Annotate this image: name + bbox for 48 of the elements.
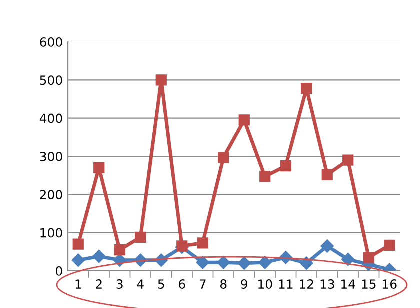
point	[280, 160, 292, 172]
y-tick-label: 200	[40, 190, 62, 200]
x-tick-label: 2	[96, 280, 102, 289]
y-tick-label: 100	[40, 228, 62, 238]
point	[260, 171, 271, 182]
point	[238, 256, 251, 270]
x-tick-label: 4	[137, 280, 144, 289]
point	[301, 83, 312, 94]
x-tick-label: 9	[241, 280, 248, 290]
y-tick-label: 600	[40, 37, 62, 47]
y-tick-label: 400	[40, 114, 62, 124]
x-tick-label: 3	[116, 280, 123, 290]
point	[217, 256, 230, 270]
point	[156, 74, 167, 86]
y-tick-label: 0	[56, 266, 62, 276]
point	[363, 252, 374, 264]
x-tick-label: 5	[158, 280, 164, 290]
point	[300, 256, 314, 270]
y-tick-label: 500	[40, 76, 62, 86]
point	[196, 256, 210, 270]
x-tick-label: 16	[383, 280, 397, 290]
point	[322, 169, 333, 180]
point	[320, 240, 334, 253]
x-tick-label: 12	[300, 280, 314, 289]
x-tick-label: 10	[258, 280, 272, 290]
point	[197, 238, 208, 249]
y-tick-label: 300	[40, 152, 62, 162]
point	[218, 152, 230, 164]
x-tick-label: 7	[200, 280, 206, 289]
x-tick-label: 15	[362, 280, 376, 290]
x-tick-label: 11	[279, 280, 293, 289]
point	[258, 256, 272, 270]
point	[72, 238, 84, 250]
point	[94, 162, 105, 174]
point	[92, 250, 106, 264]
x-tick-label: 1	[76, 280, 82, 289]
point	[72, 254, 85, 267]
x-tick-label: 8	[220, 280, 227, 290]
point	[342, 154, 354, 166]
point	[135, 232, 146, 243]
x-tick-label: 13	[320, 280, 334, 290]
point	[384, 240, 396, 251]
point	[238, 114, 250, 126]
x-tick-label: 14	[342, 280, 356, 289]
point	[176, 240, 188, 252]
point	[114, 244, 126, 256]
x-tick-label: 6	[179, 280, 186, 290]
point	[342, 252, 355, 266]
